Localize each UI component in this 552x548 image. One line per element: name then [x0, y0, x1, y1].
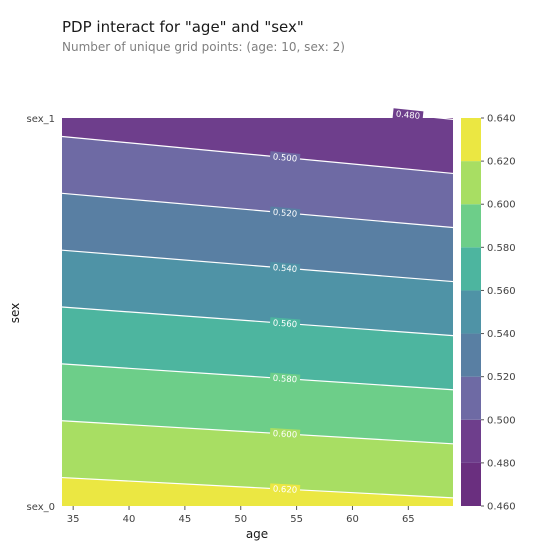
x-tick-label: 60 — [346, 514, 359, 525]
contour-line-6 — [62, 420, 453, 445]
contour-label-gap — [269, 317, 301, 330]
colorbar-tick-label: 0.620 — [487, 157, 516, 168]
colorbar-tick-label: 0.460 — [487, 502, 516, 513]
colorbar-tick-label: 0.500 — [487, 415, 516, 426]
x-tick-label: 35 — [67, 514, 80, 525]
y-axis-label: sex — [8, 303, 22, 324]
x-tick-label: 50 — [234, 514, 247, 525]
contour-label-gap — [269, 151, 301, 164]
colorbar: 0.460 0.480 0.500 0.520 0.540 0.560 0.580 0.600… — [461, 114, 516, 513]
contour-line-4 — [62, 306, 453, 337]
colorbar-tick-label: 0.580 — [487, 243, 516, 254]
x-axis: 35 40 45 50 55 60 65 — [67, 506, 415, 525]
colorbar-tick-label: 0.640 — [487, 114, 516, 125]
contour-label: 0.560 — [272, 318, 297, 330]
contour-labels: 0.480 0.500 0.520 0.540 0.560 0.580 0.600 0.620 — [269, 108, 424, 496]
colorbar-segment-0 — [461, 462, 481, 506]
y-axis: sex_0 sex_1 — [27, 114, 55, 513]
contour-lines — [62, 118, 453, 499]
contour-label-gap — [269, 261, 301, 275]
contour-line-1 — [62, 135, 453, 175]
contour-band-8 — [62, 477, 453, 506]
x-axis-label: age — [246, 527, 268, 541]
contour-label: 0.600 — [272, 429, 297, 440]
x-tick-label: 55 — [290, 514, 303, 525]
x-tick-label: 40 — [123, 514, 136, 525]
x-tick-label: 65 — [402, 514, 415, 525]
colorbar-tick-label: 0.480 — [487, 458, 516, 469]
colorbar-segment-3 — [461, 333, 481, 377]
contour-line-5 — [62, 363, 453, 391]
colorbar-segment-5 — [461, 247, 481, 291]
colorbar-tick-label: 0.560 — [487, 286, 516, 297]
contour-label: 0.580 — [272, 374, 297, 386]
contour-band-4 — [62, 250, 453, 336]
contour-line-2 — [62, 192, 453, 229]
colorbar-tick-label: 0.600 — [487, 200, 516, 211]
chart-subtitle: Number of unique grid points: (age: 10, … — [62, 40, 345, 54]
contour-band-3 — [62, 193, 453, 282]
contour-band-7 — [62, 420, 453, 498]
contour-line-7 — [62, 476, 453, 499]
contour-label-gap — [269, 206, 301, 220]
contour-band-5 — [62, 307, 453, 390]
contour-bands — [62, 118, 453, 506]
y-tick-label-sex-0: sex_0 — [27, 502, 55, 513]
colorbar-tick-label: 0.540 — [487, 329, 516, 340]
contour-label-gap — [392, 108, 424, 122]
contour-label: 0.620 — [273, 485, 298, 496]
colorbar-tick-label: 0.520 — [487, 372, 516, 383]
colorbar-segment-7 — [461, 161, 481, 205]
contour-label: 0.520 — [272, 208, 297, 220]
contour-label-gap — [269, 428, 301, 440]
contour-band-0 — [439, 118, 453, 120]
contour-label: 0.480 — [395, 110, 420, 122]
chart-title: PDP interact for "age" and "sex" — [62, 18, 304, 36]
contour-line-3 — [62, 249, 453, 283]
colorbar-segment-2 — [461, 376, 481, 420]
colorbar-segment-4 — [461, 290, 481, 334]
contour-label-gap — [269, 483, 301, 495]
contour-band-2 — [62, 136, 453, 228]
y-tick-label-sex-1: sex_1 — [27, 114, 55, 125]
contour-band-1 — [62, 118, 453, 174]
contour-label: 0.500 — [272, 152, 297, 164]
contour-label: 0.540 — [272, 263, 297, 275]
colorbar-segment-1 — [461, 419, 481, 463]
colorbar-segment-8 — [461, 118, 481, 162]
x-tick-label: 45 — [179, 514, 192, 525]
contour-label-gap — [269, 372, 301, 385]
colorbar-segment-6 — [461, 204, 481, 248]
